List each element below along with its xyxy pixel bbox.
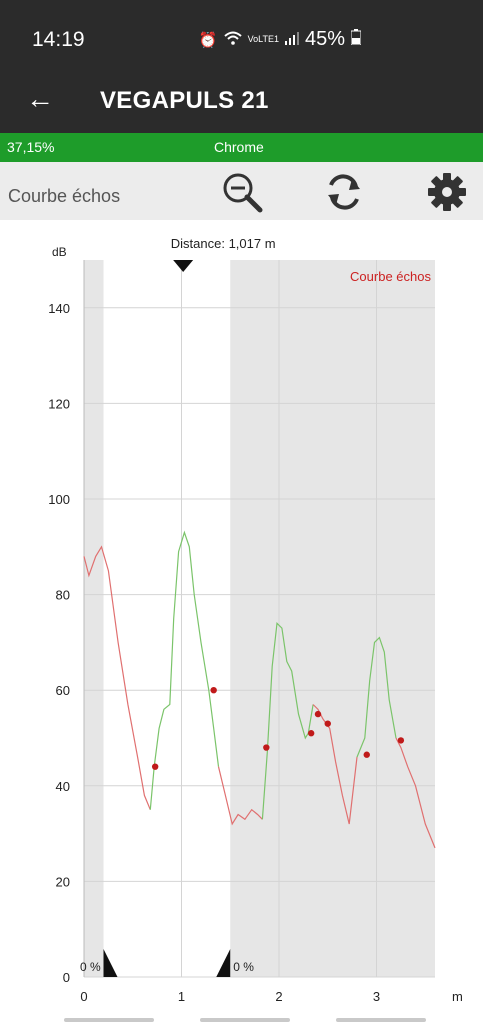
x-tick-label: 0 [80,989,87,1004]
y-tick-labels: 0 20 40 60 80 100 120 140 [48,301,70,985]
echo-point [363,751,370,758]
status-bar: 14:19 ⏰ VoLTE1 45% [0,0,483,75]
y-tick-label: 0 [63,970,70,985]
echo-point [263,744,270,751]
x-tick-label: 3 [373,989,380,1004]
echo-curve-segment [149,530,220,810]
alarm-icon: ⏰ [198,31,218,49]
signal-icon [284,31,299,49]
x-tick-label: 1 [178,989,185,1004]
zoom-out-icon[interactable] [220,170,264,214]
window-start-label: 0 % [80,960,101,974]
settings-icon[interactable] [425,170,469,214]
y-tick-label: 60 [56,683,70,698]
nav-handle-left[interactable] [64,1018,154,1022]
echo-point [151,763,159,770]
window-start-handle[interactable] [103,949,118,977]
y-tick-label: 100 [48,492,70,507]
x-tick-labels: 0 1 2 3 [80,989,380,1004]
network-label: VoLTE1 [247,34,279,44]
echo-curve-segment [395,737,436,849]
battery-percent: 45% [304,28,345,50]
refresh-icon[interactable] [322,170,366,214]
x-tick-label: 2 [275,989,282,1004]
echo-curve-segment [261,622,314,820]
grid-lines [83,260,435,978]
echo-curve-chart[interactable]: dB m Distance: 1,017 m Courbe échos 0 20 4… [0,220,483,1015]
wifi-icon [223,31,242,49]
echo-point [314,710,322,718]
y-tick-label: 20 [56,874,70,889]
echo-curve-segment [83,545,151,810]
nav-handle-center[interactable] [200,1018,290,1022]
battery-icon [350,28,362,51]
echo-curve-segment [356,636,397,758]
shaded-region-left [84,260,104,977]
y-tick-label: 120 [48,396,70,411]
distance-label: Distance: 1,017 m [171,236,276,251]
echo-curve-segment [217,766,263,826]
y-tick-label: 140 [48,301,70,316]
echo-curve [83,530,436,849]
echo-curve-segment [312,704,358,825]
status-icons: ⏰ VoLTE1 45% [198,28,362,51]
app-title: VEGAPULS 21 [100,87,269,114]
echo-point [324,720,331,727]
bottom-nav-handles [0,1015,483,1025]
chart-svg: dB m Distance: 1,017 m Courbe échos 0204… [48,236,463,1004]
y-tick-label: 80 [56,588,70,603]
window-end-label: 0 % [233,960,254,974]
echo-points [151,687,405,770]
progress-value: 37,15% [7,139,55,155]
browser-label: Chrome [214,139,264,155]
y-tick-label: 40 [56,779,70,794]
echo-point [307,730,315,737]
status-time: 14:19 [32,28,85,51]
app-bar: ← VEGAPULS 21 [0,75,483,133]
toolbar: Courbe échos [0,162,483,220]
nav-handle-right[interactable] [336,1018,426,1022]
echo-point [397,737,405,744]
legend-label: Courbe échos [350,269,431,284]
distance-marker[interactable] [173,260,194,272]
y-axis-label: dB [52,245,67,259]
toolbar-label: Courbe échos [8,186,121,206]
window-end-handle[interactable] [216,949,231,977]
echo-point [210,687,217,694]
shaded-region-right [230,260,435,977]
back-arrow-icon[interactable]: ← [26,83,54,114]
x-axis-label: m [452,989,463,1004]
progress-bar: 37,15% Chrome [0,133,483,162]
